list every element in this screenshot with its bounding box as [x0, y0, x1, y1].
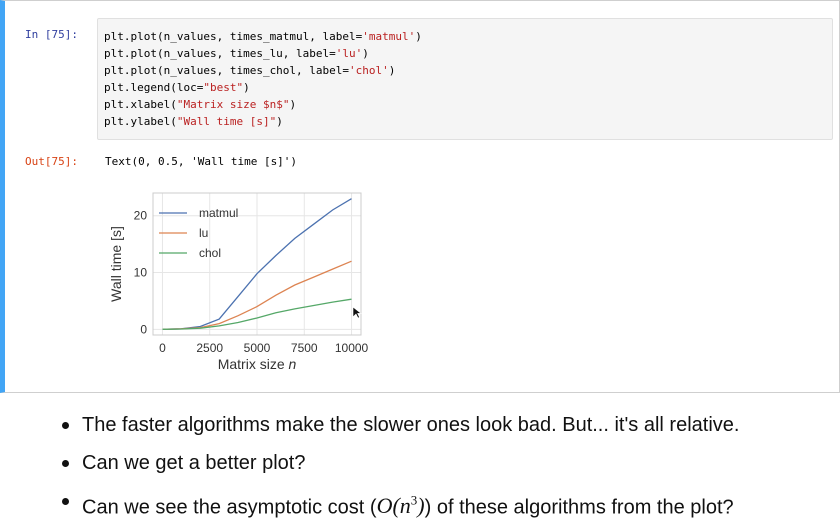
- code-line: plt.plot(n_values, times_chol, label='ch…: [104, 64, 396, 77]
- legend-label-matmul: matmul: [199, 206, 238, 220]
- y-tick-label: 10: [134, 266, 148, 280]
- series-line-matmul: [162, 198, 352, 330]
- x-tick-label: 5000: [244, 341, 271, 355]
- line-chart: 0 2500 5000 7500 10000 0 10 20 matmul lu chol Wal…: [108, 192, 369, 372]
- mouse-cursor-icon: [352, 306, 362, 319]
- y-tick-label: 0: [140, 322, 147, 336]
- output-prompt: Out[75]:: [25, 155, 78, 168]
- x-axis-label: Matrix size n: [218, 356, 297, 372]
- code-editor[interactable]: plt.plot(n_values, times_matmul, label='…: [97, 18, 833, 140]
- list-item: The faster algorithms make the slower on…: [56, 406, 739, 444]
- x-tick-label: 2500: [196, 341, 223, 355]
- input-prompt: In [75]:: [25, 28, 78, 41]
- series-line-chol: [162, 298, 352, 330]
- plot-frame: [152, 192, 362, 336]
- code-line: plt.plot(n_values, times_matmul, label='…: [104, 30, 422, 43]
- legend-label-lu: lu: [199, 226, 208, 240]
- notebook-cell[interactable]: In [75]: plt.plot(n_values, times_matmul…: [0, 0, 840, 393]
- list-item: Can we see the asymptotic cost (O(n3)) o…: [56, 482, 739, 520]
- output-text: Text(0, 0.5, 'Wall time [s]'): [105, 155, 298, 168]
- list-item: Can we get a better plot?: [56, 444, 739, 482]
- y-axis-label: Wall time [s]: [108, 226, 124, 302]
- math-expression: O(n3): [376, 493, 425, 519]
- y-tick-label: 20: [134, 209, 148, 223]
- legend-label-chol: chol: [199, 246, 221, 260]
- x-tick-label: 10000: [335, 341, 369, 355]
- code-line: plt.xlabel("Matrix size $n$"): [104, 98, 297, 111]
- x-tick-label: 0: [159, 341, 166, 355]
- bullet-list: The faster algorithms make the slower on…: [56, 406, 739, 520]
- code-line: plt.plot(n_values, times_lu, label='lu'): [104, 47, 369, 60]
- x-tick-label: 7500: [291, 341, 318, 355]
- code-line: plt.legend(loc="best"): [104, 81, 250, 94]
- code-line: plt.ylabel("Wall time [s]"): [104, 115, 283, 128]
